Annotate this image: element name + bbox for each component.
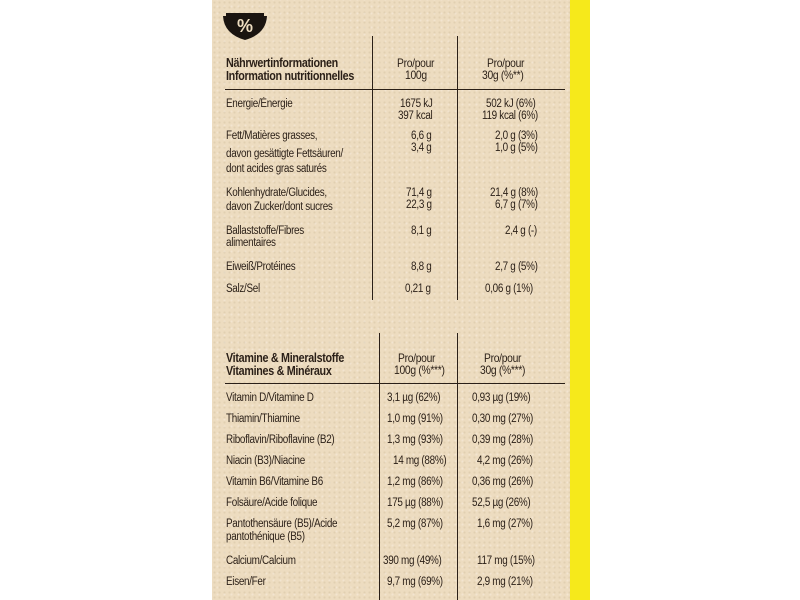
fat-30g: 2,0 g (3%): [495, 130, 538, 142]
salt-30g: 0,06 g (1%): [485, 283, 533, 295]
vitamins-divider-1: [379, 333, 380, 600]
riboflavin-30g: 0,39 mg (28%): [472, 434, 533, 446]
niacin-label: Niacin (B3)/Niacine: [226, 455, 305, 467]
saturated-fat-label: davon gesättigte Fettsäuren/: [226, 148, 343, 160]
nutrition-divider-1: [372, 36, 373, 300]
pantothenic-acid-label-fr: pantothénique (B5): [226, 531, 305, 543]
pantothenic-acid-30g: 1,6 mg (27%): [477, 518, 533, 530]
vitamin-b6-30g: 0,36 mg (26%): [472, 476, 533, 488]
vitamin-d-100g: 3,1 µg (62%): [387, 392, 441, 404]
nutrition-divider-2: [457, 36, 458, 300]
vitamin-b6-100g: 1,2 mg (86%): [387, 476, 443, 488]
saturated-fat-100g: 3,4 g: [411, 142, 432, 154]
calcium-100g: 390 mg (49%): [383, 555, 442, 567]
carbs-label: Kohlenhydrate/Glucides,: [226, 187, 327, 199]
energy-kj-100g: 1675 kJ: [400, 98, 433, 110]
nutrition-col1-header-line1: Pro/pour: [397, 56, 435, 70]
nutrition-col1-header-line2: 100g: [405, 68, 427, 82]
nutrition-col2-header-line1: Pro/pour: [487, 56, 525, 70]
niacin-100g: 14 mg (88%): [393, 455, 447, 467]
calcium-label: Calcium/Calcium: [226, 555, 296, 567]
calcium-30g: 117 mg (15%): [477, 555, 535, 567]
fibre-30g: 2,4 g (-): [505, 225, 537, 237]
vitamins-col1-header-line2: 100g (%***): [394, 363, 445, 377]
vitamins-title-de: Vitamine & Mineralstoffe: [226, 351, 345, 365]
nutrition-title-fr: Information nutritionnelles: [226, 69, 355, 83]
energy-kcal-100g: 397 kcal: [398, 110, 433, 122]
fibre-label: Ballaststoffe/Fibres: [226, 225, 304, 237]
yellow-side-strip: [570, 0, 590, 600]
thiamin-30g: 0,30 mg (27%): [472, 413, 533, 425]
energy-label: Energie/Énergie: [226, 98, 293, 110]
folic-acid-30g: 52,5 µg (26%): [472, 497, 531, 509]
carbs-30g: 21,4 g (8%): [490, 187, 538, 199]
sugar-100g: 22,3 g: [406, 199, 432, 211]
carbs-100g: 71,4 g: [406, 187, 432, 199]
vitamin-d-30g: 0,93 µg (19%): [472, 392, 531, 404]
saturated-fat-label-fr: dont acides gras saturés: [226, 163, 327, 175]
fat-100g: 6,6 g: [411, 130, 432, 142]
iron-label: Eisen/Fer: [226, 576, 266, 588]
riboflavin-100g: 1,3 mg (93%): [387, 434, 443, 446]
protein-30g: 2,7 g (5%): [495, 261, 538, 273]
riboflavin-label: Riboflavin/Riboflavine (B2): [226, 434, 335, 446]
percent-glyph: %: [237, 16, 253, 36]
nutrition-title-de: Nährwertinformationen: [226, 56, 338, 70]
vitamins-divider-2: [457, 333, 458, 600]
folic-acid-label: Folsäure/Acide folique: [226, 497, 318, 509]
vitamin-d-label: Vitamin D/Vitamine D: [226, 392, 314, 404]
protein-label: Eiweiß/Protéines: [226, 261, 296, 273]
energy-kj-30g: 502 kJ (6%): [486, 98, 536, 110]
niacin-30g: 4,2 mg (26%): [477, 455, 533, 467]
bowl-percent-icon: %: [223, 13, 267, 40]
saturated-fat-30g: 1,0 g (5%): [495, 142, 538, 154]
thiamin-label: Thiamin/Thiamine: [226, 413, 300, 425]
sugar-label: davon Zucker/dont sucres: [226, 201, 333, 213]
salt-100g: 0,21 g: [405, 283, 431, 295]
fibre-100g: 8,1 g: [411, 225, 432, 237]
energy-kcal-30g: 119 kcal (6%): [482, 110, 538, 122]
salt-label: Salz/Sel: [226, 283, 260, 295]
vitamins-title-fr: Vitamines & Minéraux: [226, 364, 332, 378]
fibre-label-fr: alimentaires: [226, 237, 276, 249]
vitamins-header-rule: [225, 383, 565, 384]
pantothenic-acid-label: Pantothensäure (B5)/Acide: [226, 518, 338, 530]
folic-acid-100g: 175 µg (88%): [387, 497, 443, 509]
nutrition-header-rule: [225, 89, 565, 90]
vitamins-col2-header-line2: 30g (%***): [480, 363, 526, 377]
vitamins-col1-header-line1: Pro/pour: [398, 351, 436, 365]
vitamin-b6-label: Vitamin B6/Vitamine B6: [226, 476, 323, 488]
iron-100g: 9,7 mg (69%): [387, 576, 443, 588]
protein-100g: 8,8 g: [411, 261, 432, 273]
vitamins-col2-header-line1: Pro/pour: [484, 351, 522, 365]
fat-label: Fett/Matières grasses,: [226, 130, 318, 142]
nutrition-panel: [212, 0, 570, 600]
sugar-30g: 6,7 g (7%): [495, 199, 538, 211]
thiamin-100g: 1,0 mg (91%): [387, 413, 443, 425]
nutrition-col2-header-line2: 30g (%**): [482, 68, 524, 82]
pantothenic-acid-100g: 5,2 mg (87%): [387, 518, 443, 530]
iron-30g: 2,9 mg (21%): [477, 576, 533, 588]
